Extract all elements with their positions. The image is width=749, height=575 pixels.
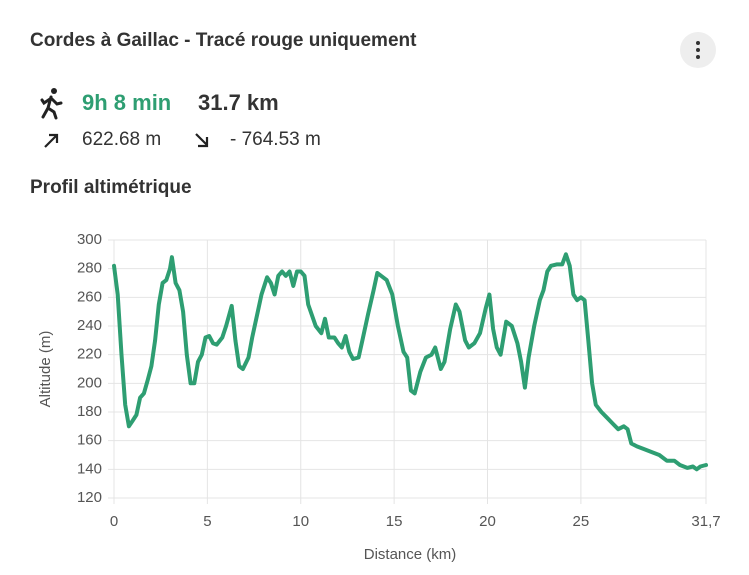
y-tick-label: 180 — [77, 403, 102, 420]
descent-icon — [195, 133, 209, 148]
walk-icon — [40, 88, 63, 120]
descent: - 764.53 m — [230, 129, 321, 150]
y-tick-label: 140 — [77, 460, 102, 477]
x-tick-label: 20 — [479, 513, 496, 530]
section-title: Profil altimétrique — [30, 177, 192, 198]
y-tick-label: 280 — [77, 260, 102, 277]
elevation-line — [112, 252, 708, 472]
y-axis-label: Altitude (m) — [37, 331, 54, 408]
menu-button[interactable] — [680, 32, 716, 68]
y-tick-label: 200 — [77, 374, 102, 391]
y-tick-label: 260 — [77, 288, 102, 305]
y-tick-label: 300 — [77, 231, 102, 248]
y-tick-label: 120 — [77, 489, 102, 506]
distance: 31.7 km — [198, 90, 279, 115]
ascent: 622.68 m — [82, 129, 161, 150]
x-axis-label: Distance (km) — [364, 546, 457, 563]
y-tick-label: 160 — [77, 432, 102, 449]
x-tick-label: 31,7 — [691, 513, 720, 530]
plot: 120 140 160 180 200 220 240 260 280 300 0 5 10 15 20 25… — [77, 231, 721, 530]
title: Cordes à Gaillac - Tracé rouge uniquemen… — [30, 30, 417, 51]
y-tick-label: 220 — [77, 346, 102, 363]
duration: 9h 8 min — [82, 90, 171, 115]
y-tick-label: 240 — [77, 317, 102, 334]
x-tick-label: 25 — [573, 513, 590, 530]
ascent-icon — [44, 133, 59, 148]
x-tick-label: 5 — [203, 513, 211, 530]
x-tick-label: 0 — [110, 513, 118, 530]
x-tick-label: 15 — [386, 513, 403, 530]
x-tick-label: 10 — [292, 513, 309, 530]
